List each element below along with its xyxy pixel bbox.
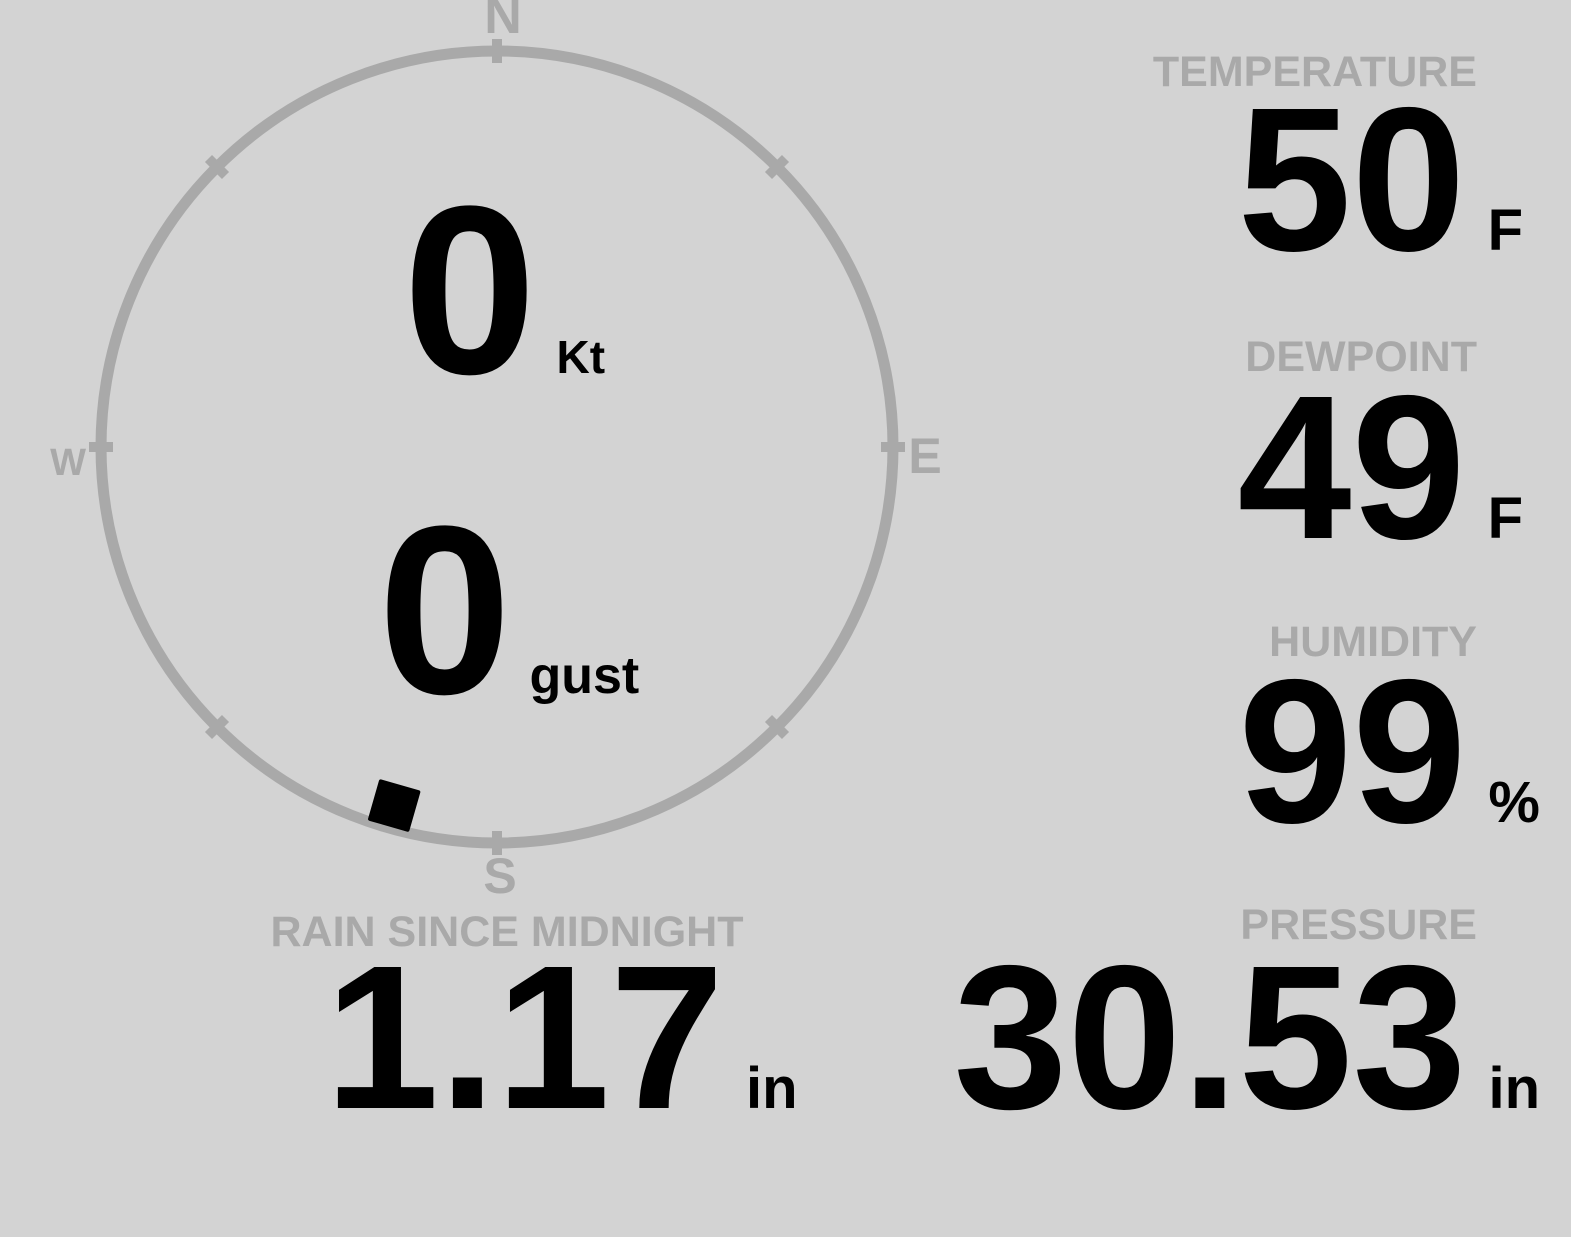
temperature-reading: 50 F — [1238, 77, 1523, 282]
dewpoint-unit: F — [1487, 486, 1523, 551]
wind-speed-value: 0 — [403, 156, 537, 424]
pressure-value: 30.53 — [953, 923, 1467, 1152]
pressure-unit: in — [1488, 1056, 1540, 1121]
humidity-value: 99 — [1238, 637, 1467, 866]
rain-since-midnight-label: RAIN SINCE MIDNIGHT — [270, 908, 744, 956]
rain-since-midnight-value: 1.17 — [325, 923, 724, 1152]
compass-ticks — [89, 39, 905, 855]
rain-since-midnight-reading: 1.17 in — [325, 935, 798, 1140]
wind-gust-unit: gust — [529, 647, 640, 705]
wind-direction-marker-square — [368, 779, 421, 832]
compass-tick-se — [764, 714, 790, 740]
compass-tick-sw — [204, 714, 230, 740]
wind-gust-value: 0 — [378, 476, 512, 744]
compass-tick-ne — [764, 154, 790, 180]
compass-cardinal-south: S — [483, 848, 517, 904]
dewpoint-reading: 49 F — [1238, 365, 1523, 570]
temperature-unit: F — [1487, 198, 1523, 263]
humidity-unit: % — [1488, 770, 1540, 835]
wind-speed-reading: 0 Kt — [403, 170, 605, 410]
temperature-value: 50 — [1237, 65, 1466, 294]
dewpoint-label: DEWPOINT — [1245, 333, 1477, 381]
compass-cardinal-west: W — [50, 442, 86, 484]
compass-tick-nw — [204, 154, 230, 180]
compass-cardinal-north: N — [484, 0, 522, 45]
humidity-label: HUMIDITY — [1269, 618, 1477, 666]
pressure-reading: 30.53 in — [953, 935, 1540, 1140]
wind-gust-reading: 0 gust — [378, 490, 639, 730]
wind-direction-marker — [368, 779, 421, 832]
wind-speed-unit: Kt — [556, 331, 606, 383]
temperature-label: TEMPERATURE — [1152, 48, 1477, 96]
rain-since-midnight-unit: in — [746, 1056, 798, 1121]
dewpoint-value: 49 — [1237, 353, 1466, 582]
pressure-label: PRESSURE — [1240, 901, 1477, 949]
wind-compass: N E S W 0 Kt 0 gust — [0, 0, 1000, 904]
humidity-reading: 99 % — [1238, 649, 1540, 854]
compass-cardinal-east: E — [908, 428, 942, 484]
compass-dial — [89, 39, 905, 855]
